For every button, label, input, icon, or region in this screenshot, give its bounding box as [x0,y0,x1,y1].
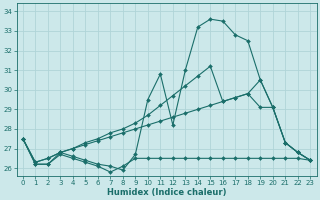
X-axis label: Humidex (Indice chaleur): Humidex (Indice chaleur) [107,188,226,197]
